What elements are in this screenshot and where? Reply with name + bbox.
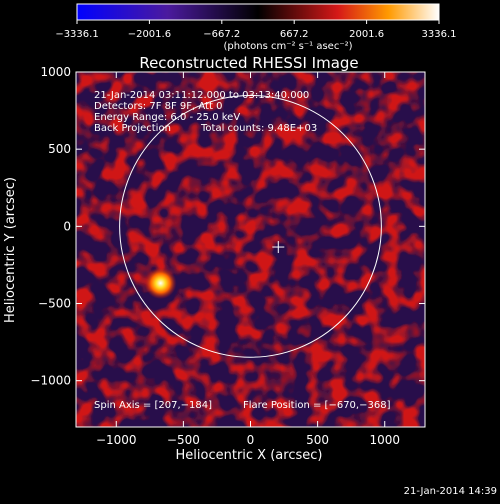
annotation-detectors: Detectors: 7F 8F 9F, Att 0 [94,101,222,112]
annotation-counts: Total counts: 9.48E+03 [200,123,317,134]
annotation-spin-axis: Spin Axis = [207,−184] [94,400,212,411]
x-tick-label: 0 [247,433,255,447]
bright-source [144,267,177,300]
footer-timestamp: 21-Jan-2014 14:39 [404,486,497,497]
y-tick-label: −1000 [30,374,71,388]
colorbar [76,3,440,21]
chart-title: Reconstructed RHESSI Image [139,54,358,72]
disk-center-cross-icon [272,241,285,254]
y-tick-label: 500 [48,142,71,156]
y-tick-label: 0 [63,219,71,233]
heatmap-image [76,72,425,427]
axis-ticks: −1000 −500 0 500 1000 −1000 −500 0 500 1000 [30,65,425,447]
colorbar-tick-label: 2001.6 [349,29,384,40]
colorbar-units-label: (photons cm⁻² s⁻¹ asec⁻²) [223,41,352,52]
colorbar-tick-label: 667.2 [280,29,309,40]
colorbar-tick-label: −3336.1 [55,29,98,40]
annotation-method: Back Projection [94,123,171,134]
annotation-energy: Energy Range: 6.0 - 25.0 keV [94,112,240,123]
x-tick-label: −1000 [96,433,137,447]
colorbar-tick-label: −667.2 [203,29,240,40]
colorbar-tick-label: 3336.1 [422,29,457,40]
annotation-time: 21-Jan-2014 03:11:12.000 to 03:13:40.000 [94,90,309,101]
solar-limb-circle [119,94,382,358]
y-tick-label: −500 [38,297,71,311]
colorbar-tick-label: −2001.6 [128,29,171,40]
colorbar-ticks: −3336.1 −2001.6 −667.2 667.2 2001.6 3336.1 [55,20,457,40]
y-axis-label: Heliocentric Y (arcsec) [3,177,18,323]
x-tick-label: 500 [306,433,329,447]
annotation-block: 21-Jan-2014 03:11:12.000 to 03:13:40.000… [94,90,391,411]
x-axis-label: Heliocentric X (arcsec) [176,448,323,463]
x-tick-label: −500 [167,433,200,447]
y-tick-label: 1000 [40,65,71,79]
x-tick-label: 1000 [369,433,400,447]
annotation-flare-position: Flare Position = [−670,−368] [243,400,391,411]
